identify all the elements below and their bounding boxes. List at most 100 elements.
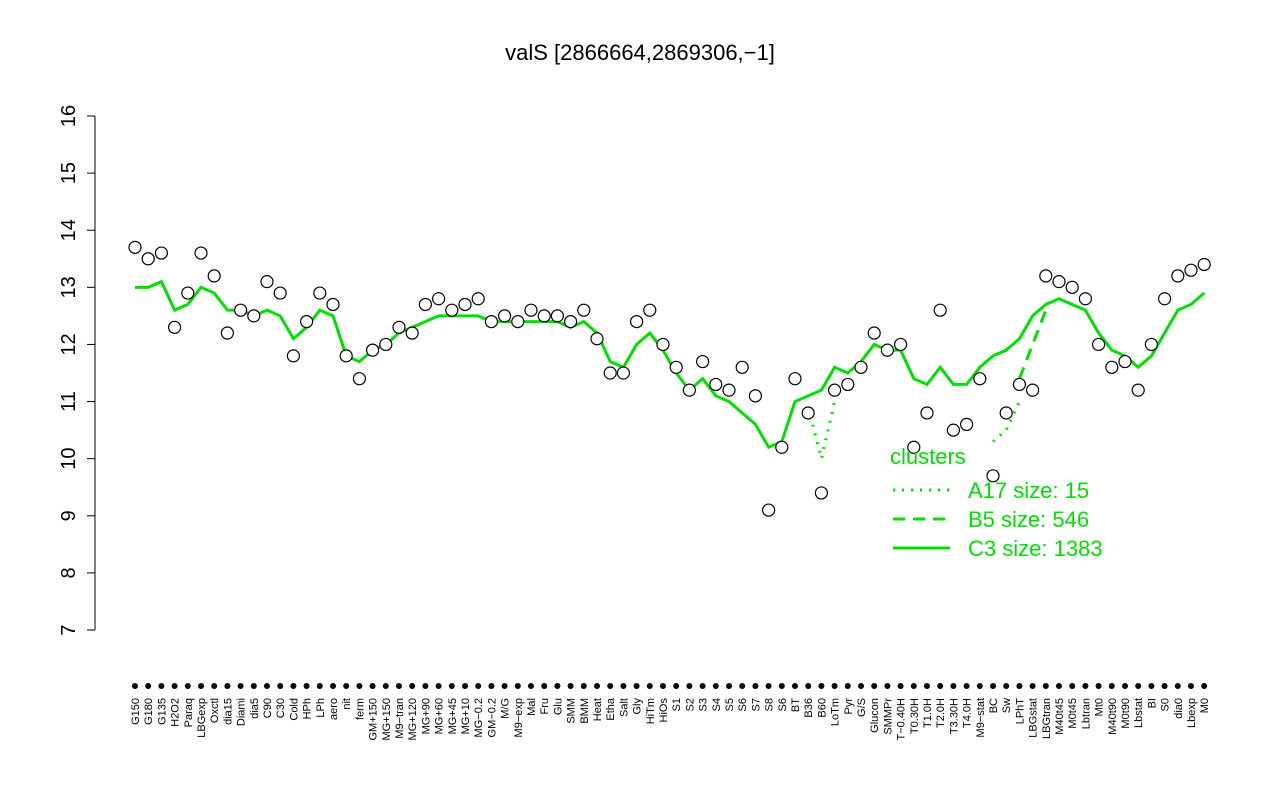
data-point [1065, 280, 1079, 294]
x-tick-label: Paraq [183, 698, 195, 727]
x-tick-label: S2 [684, 698, 696, 711]
rug-mark [316, 683, 323, 689]
data-point [854, 360, 868, 374]
x-tick-label: T3.30H [948, 698, 960, 734]
y-tick-label: 9 [58, 510, 80, 521]
x-tick-label: LBGstat [1028, 698, 1040, 738]
rug-mark [607, 683, 614, 689]
rug-mark [937, 683, 944, 689]
data-point [709, 377, 723, 392]
data-point [563, 315, 578, 329]
x-tick-label: dia5 [249, 698, 261, 719]
data-point [1025, 383, 1040, 397]
rug-mark [1082, 683, 1089, 689]
rug-mark [1188, 683, 1194, 689]
x-tick-label: MG+90 [420, 698, 432, 734]
x-tick-label: MG+150 [381, 698, 393, 741]
x-tick-label: M/G [500, 698, 512, 719]
rug-mark [171, 683, 178, 689]
x-tick-label: G150 [130, 698, 142, 725]
data-point [1184, 263, 1198, 277]
x-tick-label: Etha [605, 697, 617, 721]
y-tick-label: 10 [58, 448, 80, 470]
rug-mark [422, 683, 429, 689]
x-tick-label: B36 [803, 698, 815, 718]
rug-mark [541, 683, 548, 689]
rug-mark [1174, 683, 1181, 689]
x-tick-label: LPh [315, 698, 327, 718]
rug-mark [1095, 683, 1102, 689]
x-tick-label: M0t90 [1120, 698, 1132, 729]
y-tick-label: 8 [58, 567, 80, 578]
y-tick-label: 7 [58, 624, 80, 635]
rug-mark [409, 683, 416, 689]
x-tick-label: Heat [592, 698, 604, 721]
rug-mark [818, 683, 825, 689]
data-point [1091, 337, 1106, 352]
x-tick-label: Salt [618, 698, 630, 717]
data-point [669, 360, 683, 374]
rug-mark [580, 683, 587, 689]
rug-mark [673, 683, 680, 689]
x-tick-label: Sw [1001, 698, 1013, 713]
data-point [1012, 377, 1027, 392]
data-point [761, 503, 776, 517]
data-point [1197, 257, 1211, 272]
data-point [1105, 360, 1119, 374]
data-point [194, 246, 208, 260]
rug-mark [462, 683, 468, 689]
y-tick-label: 14 [58, 219, 80, 241]
x-tick-label: S6 [777, 698, 789, 711]
rug-mark [343, 683, 350, 689]
rug-mark [1122, 683, 1128, 689]
x-tick-label: BT [790, 698, 802, 712]
rug-mark [475, 683, 482, 689]
rug-mark [514, 683, 521, 689]
x-tick-label: dia15 [222, 698, 234, 725]
cluster-line [135, 279, 1206, 450]
x-tick-label: S7 [750, 698, 762, 711]
data-point [471, 292, 485, 306]
x-tick-label: LBGtran [1041, 698, 1053, 739]
rug-mark [1042, 683, 1049, 689]
x-tick-label: H2O2 [170, 698, 182, 727]
data-point [234, 303, 248, 317]
rug-mark [290, 683, 297, 689]
rug-mark [158, 683, 165, 689]
rug-mark [303, 683, 310, 689]
data-point [1157, 292, 1172, 306]
data-point [801, 406, 815, 420]
rug-mark [250, 683, 257, 689]
rug-mark [739, 683, 746, 689]
data-point [656, 337, 670, 352]
data-point [339, 349, 353, 363]
rug-mark [884, 683, 891, 689]
data-point [352, 372, 366, 386]
data-point [775, 440, 789, 454]
rug-mark [686, 683, 693, 689]
data-point [313, 286, 327, 300]
rug-mark [844, 683, 851, 689]
x-tick-label: LBGexp [196, 698, 208, 738]
rug-mark [1148, 683, 1155, 689]
rug-mark [712, 683, 719, 689]
x-tick-label: LoTm [830, 698, 842, 726]
rug-mark [805, 683, 812, 689]
x-tick-label: S3 [698, 698, 710, 711]
rug-mark [1003, 683, 1010, 689]
data-point [735, 360, 749, 374]
rug-mark [699, 683, 706, 689]
rug-mark [488, 683, 495, 689]
x-tick-label: T4.0H [962, 698, 974, 728]
rug-mark [145, 683, 152, 689]
data-point [524, 303, 538, 317]
data-point [999, 406, 1013, 420]
x-tick-label: HiOs [658, 698, 670, 723]
x-tick-label: T1.0H [922, 698, 934, 728]
rug-mark [211, 683, 218, 689]
legend-label: A17 size: 15 [968, 478, 1089, 503]
data-point [907, 440, 921, 454]
rug-mark [963, 683, 970, 689]
x-tick-label: LPhT [1014, 698, 1026, 725]
x-tick-label: SMM [566, 698, 578, 724]
